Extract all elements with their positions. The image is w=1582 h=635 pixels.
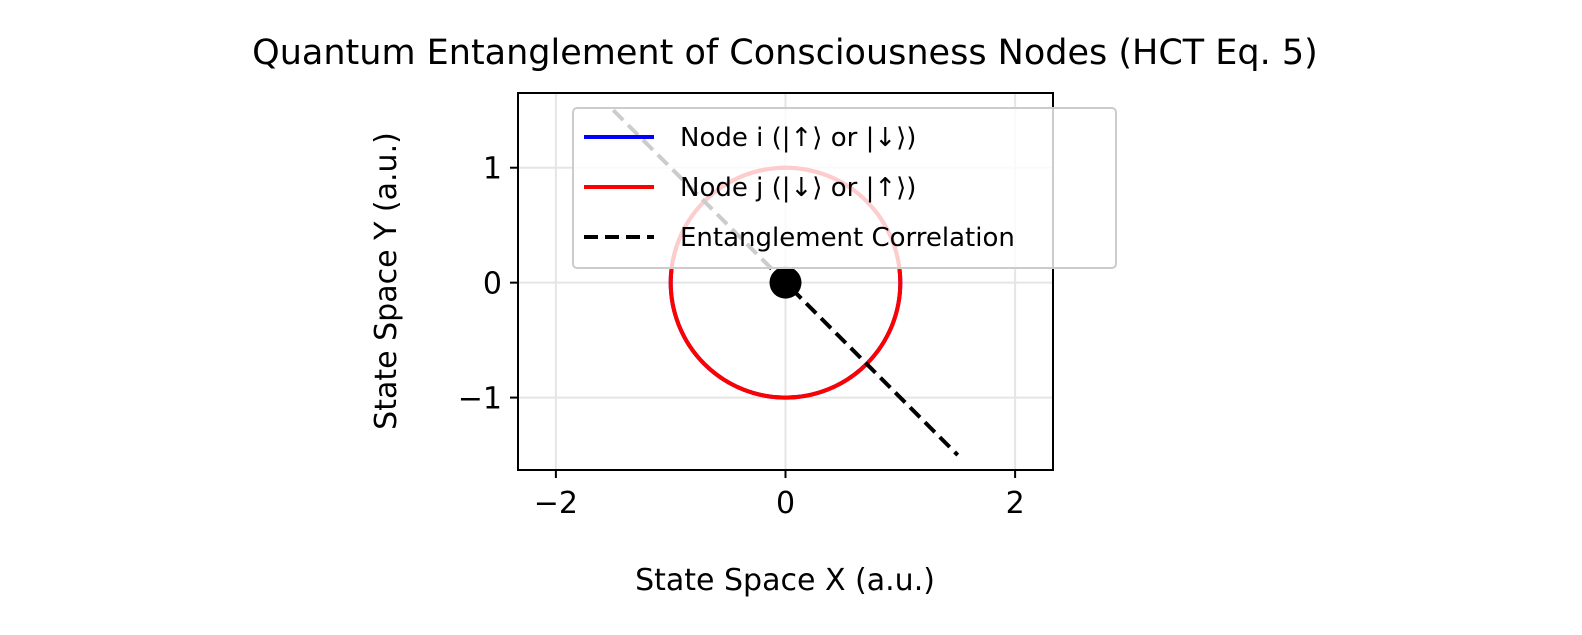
y-axis-label: State Space Y (a.u.) (369, 132, 404, 430)
origin-marker (769, 266, 802, 299)
legend-box (572, 107, 1117, 269)
legend-label: Entanglement Correlation (680, 223, 1015, 253)
y-tick-label: 0 (483, 267, 502, 302)
y-tick-label: −1 (458, 382, 502, 417)
legend-label: Node i (|↑⟩ or |↓⟩) (680, 123, 916, 153)
y-tick-label: 1 (483, 152, 502, 187)
ticks: −2 0 2 −1 0 1 (458, 152, 1025, 521)
x-tick-label: 0 (776, 486, 795, 521)
x-tick-label: 2 (1006, 486, 1025, 521)
x-tick-label: −2 (534, 486, 578, 521)
x-axis-label: State Space X (a.u.) (635, 563, 935, 598)
chart-title: Quantum Entanglement of Consciousness No… (252, 33, 1318, 73)
legend-label: Node j (|↓⟩ or |↑⟩) (680, 173, 916, 203)
legend: Node i (|↑⟩ or |↓⟩) Node j (|↓⟩ or |↑⟩) En… (572, 107, 1117, 269)
